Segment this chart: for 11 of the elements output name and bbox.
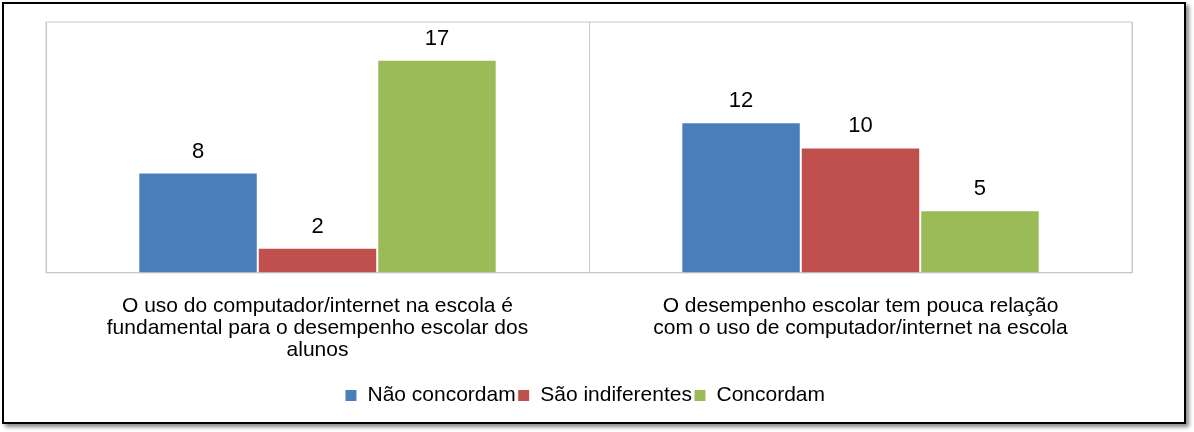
data-label: 12 [728, 87, 754, 113]
x-tick-label: O desempenho escolar tem pouca relação com o uso de computador/internet na escola [653, 292, 1069, 338]
legend-label: Não concordam [367, 382, 516, 406]
legend-label: São indiferentes [540, 382, 692, 406]
data-label: 5 [973, 175, 987, 201]
x-tick-label: O uso do computador/internet na escola é fundamental para o desempenho escolar dos alunos [106, 292, 529, 360]
data-label: 10 [848, 112, 873, 138]
legend-label: Concordam [716, 382, 826, 406]
data-label: 17 [424, 24, 450, 50]
data-label: 2 [311, 212, 324, 238]
data-label: 8 [191, 137, 205, 163]
